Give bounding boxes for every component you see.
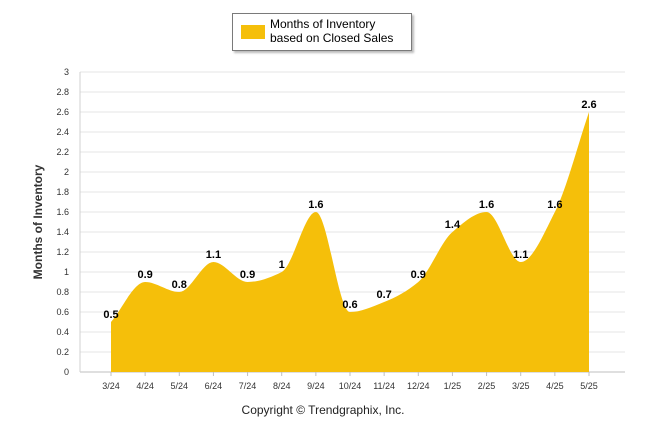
y-tick-label: 2 bbox=[64, 167, 69, 177]
data-label: 1.6 bbox=[547, 199, 562, 211]
data-label: 0.9 bbox=[137, 269, 152, 281]
x-tick-label: 1/25 bbox=[444, 381, 462, 391]
x-tick-label: 5/25 bbox=[580, 381, 598, 391]
x-tick-label: 11/24 bbox=[373, 381, 395, 391]
y-tick-label: 1.8 bbox=[56, 187, 69, 197]
data-label: 0.5 bbox=[103, 309, 118, 321]
y-tick-label: 1.2 bbox=[56, 247, 69, 257]
x-tick-label: 9/24 bbox=[307, 381, 325, 391]
y-axis-label: Months of Inventory bbox=[31, 164, 45, 279]
data-label: 1.6 bbox=[479, 199, 494, 211]
legend-swatch bbox=[241, 25, 265, 39]
y-tick-label: 2.8 bbox=[56, 87, 69, 97]
y-tick-label: 2.4 bbox=[56, 127, 69, 137]
data-label: 1 bbox=[279, 259, 285, 271]
legend: Months of Inventory based on Closed Sale… bbox=[232, 13, 412, 51]
y-tick-label: 2.6 bbox=[56, 107, 69, 117]
y-tick-label: 1 bbox=[64, 267, 69, 277]
y-tick-label: 2.2 bbox=[56, 147, 69, 157]
area-series bbox=[111, 112, 589, 372]
x-tick-label: 5/24 bbox=[171, 381, 189, 391]
x-tick-label: 3/24 bbox=[102, 381, 120, 391]
y-tick-label: 0 bbox=[64, 367, 69, 377]
y-tick-label: 1.6 bbox=[56, 207, 69, 217]
x-tick-label: 10/24 bbox=[339, 381, 362, 391]
y-tick-label: 0.4 bbox=[56, 327, 69, 337]
x-tick-label: 4/25 bbox=[546, 381, 564, 391]
data-label: 0.9 bbox=[240, 269, 255, 281]
y-tick-label: 3 bbox=[64, 67, 69, 77]
legend-label: Months of Inventory based on Closed Sale… bbox=[270, 17, 394, 45]
y-tick-label: 1.4 bbox=[56, 227, 69, 237]
data-label: 1.6 bbox=[308, 199, 323, 211]
data-label: 1.4 bbox=[445, 219, 461, 231]
y-tick-label: 0.6 bbox=[56, 307, 69, 317]
data-label: 1.1 bbox=[513, 249, 528, 261]
data-label: 0.7 bbox=[376, 289, 391, 301]
data-label: 2.6 bbox=[581, 99, 596, 111]
data-label: 0.8 bbox=[172, 279, 187, 291]
grid bbox=[79, 71, 625, 373]
y-tick-label: 0.8 bbox=[56, 287, 69, 297]
area-fill bbox=[111, 112, 589, 372]
x-tick-label: 6/24 bbox=[205, 381, 223, 391]
x-tick-label: 4/24 bbox=[136, 381, 154, 391]
x-tick-label: 3/25 bbox=[512, 381, 530, 391]
x-tick-label: 2/25 bbox=[478, 381, 496, 391]
x-axis-ticks: 3/24 4/24 5/24 6/24 7/24 8/24 9/24 10/24 11/24 12… bbox=[102, 372, 598, 391]
data-labels: 0.5 0.9 0.8 1.1 0.9 1 1.6 0.6 0.7 0.9 1.4 1.6 1.1 1.6… bbox=[103, 99, 596, 321]
copyright-credit: Copyright © Trendgraphix, Inc. bbox=[241, 403, 405, 417]
x-tick-label: 8/24 bbox=[273, 381, 291, 391]
data-label: 0.6 bbox=[342, 299, 357, 311]
y-tick-label: 0.2 bbox=[56, 347, 69, 357]
data-label: 1.1 bbox=[206, 249, 221, 261]
x-tick-label: 12/24 bbox=[407, 381, 430, 391]
data-label: 0.9 bbox=[411, 269, 426, 281]
x-tick-label: 7/24 bbox=[239, 381, 257, 391]
y-axis-ticks: 0 0.2 0.4 0.6 0.8 1 1.2 1.4 1.6 1.8 2 2.2 2.4 2.6 2.8 3 bbox=[56, 67, 69, 377]
